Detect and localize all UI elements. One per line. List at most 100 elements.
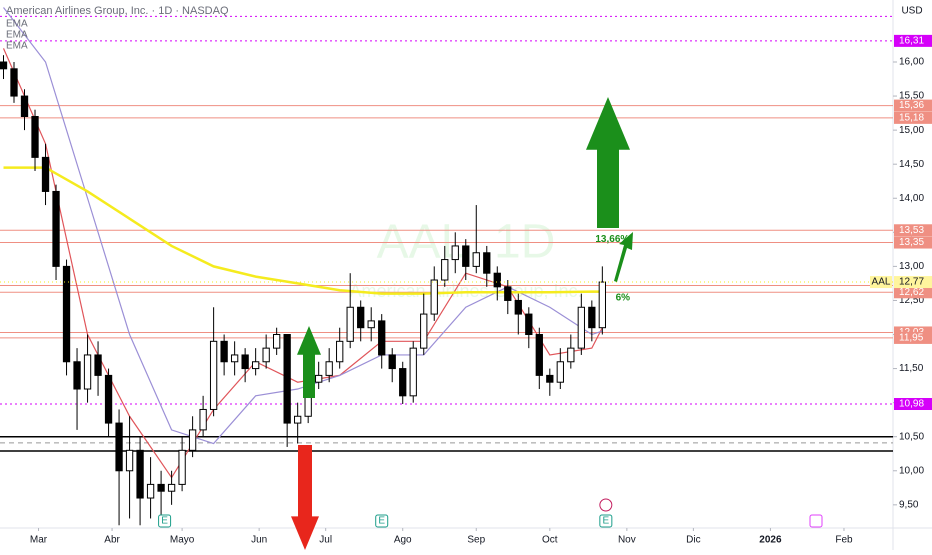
y-tick-label: 14,50 [899,159,924,170]
arrow [614,232,633,282]
candle-body [483,252,491,274]
candle-body [409,347,417,397]
candle-body [115,422,123,472]
candle-body [325,361,333,376]
event-label: E [603,516,610,527]
level-label: 11,95 [899,333,924,344]
y-tick-label: 16,00 [899,57,924,68]
watermark-subtitle: American Airlines Group, Inc. [349,281,582,301]
candle-body [525,313,533,336]
candle-body [357,306,365,329]
candle-body [420,313,428,349]
y-tick-label: 10,00 [899,465,924,476]
candle-body [125,449,134,472]
y-tick-label: 13,00 [899,261,924,272]
candle-body [94,354,102,376]
y-tick-label: 9,50 [899,499,919,510]
ema-line [3,166,603,295]
arrow [291,445,319,550]
y-tick-label: 15,50 [899,91,924,102]
candle-body [251,361,260,370]
arrow [586,97,630,228]
candle-body [157,483,165,492]
last-price-name: AAL [872,277,891,288]
y-tick-label: 14,00 [899,193,924,204]
candle-body [220,340,228,363]
annotation: 6% [616,292,631,303]
candle-body [273,334,281,349]
future-event-badge [809,514,823,528]
level-label: 15,36 [899,100,924,111]
candle-body [104,374,113,424]
candle-body [294,415,302,424]
candle-body [188,429,197,451]
y-tick-label: 10,50 [899,431,924,442]
plot-area [0,7,893,526]
candle-body [588,306,596,329]
candle-body [346,306,354,342]
candle-body [441,259,449,281]
candle-body [493,272,501,288]
candle-body [399,368,407,397]
event-label: E [378,516,385,527]
level-label-box [894,286,932,299]
candle-body [430,279,438,315]
candle-body [136,449,144,499]
candle-body [367,320,375,329]
candle-body [178,449,186,485]
y-tick-label: 12,50 [899,295,924,306]
x-tick-label: Ago [394,535,412,546]
dividend-icon [599,498,613,512]
candle-body [546,374,554,383]
level-label-box [894,331,932,344]
candle-body [283,334,291,424]
level-label-box [894,111,932,124]
event-badge [158,514,172,528]
candle-body [388,354,396,370]
candle-body [146,483,155,499]
candle-body [62,265,71,363]
candle-body [567,347,575,363]
arrow [297,326,321,398]
candle-body [577,306,585,349]
level-label: 12,62 [899,287,924,298]
candle-body [472,252,480,267]
candle-body [514,299,522,315]
candle-body [20,95,29,118]
candle-body [199,408,207,431]
level-label-box [894,398,932,411]
y-tick-label: 15,00 [899,125,924,136]
x-tick-label: Oct [542,535,558,546]
x-tick-label: Mayo [170,535,195,546]
candle-body [52,190,60,267]
last-price-box [894,276,932,289]
level-label: 16,31 [899,36,924,47]
candle-body [10,68,18,97]
candle-body [83,354,92,390]
x-tick-label: Nov [618,535,636,546]
level-label: 10,98 [899,399,924,410]
candle-body [556,361,564,383]
level-label-box [894,236,932,249]
candle-body [31,116,39,158]
candle-body [598,281,606,329]
chart-title: American Airlines Group, Inc. · 1D · NAS… [6,5,229,17]
level-label-box [894,224,932,237]
candle-body [241,354,249,370]
legend-entry: EMA [6,19,28,30]
x-tick-label: Jul [319,535,332,546]
legend-entry: EMA [6,30,28,41]
annotation: 13,66% [595,234,629,245]
candle-body [462,245,470,267]
level-label: 13,53 [899,225,924,236]
event-label: E [161,516,168,527]
x-tick-label: Abr [104,535,120,546]
level-label-box [894,34,932,47]
candle-body [230,354,239,363]
candle-body [41,156,50,192]
candle-body [73,361,81,390]
candle-body [504,286,512,301]
candle-body [0,61,8,70]
last-price-name-box [870,276,892,289]
